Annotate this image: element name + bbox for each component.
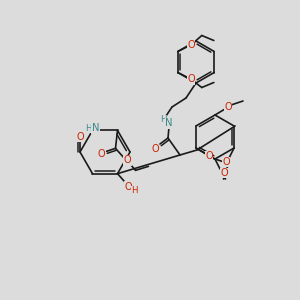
Text: H: H	[160, 116, 166, 124]
Text: N: N	[165, 118, 173, 128]
Text: O: O	[98, 149, 105, 159]
Text: H: H	[131, 186, 138, 195]
Text: O: O	[151, 144, 159, 154]
Text: O: O	[125, 182, 132, 192]
Text: O: O	[220, 168, 228, 178]
Text: O: O	[205, 151, 213, 161]
Text: O: O	[124, 155, 131, 165]
Text: O: O	[76, 132, 84, 142]
Text: O: O	[222, 157, 230, 167]
Text: O: O	[187, 74, 195, 85]
Text: O: O	[224, 102, 232, 112]
Text: O: O	[187, 40, 195, 50]
Text: H: H	[85, 124, 92, 133]
Text: N: N	[92, 123, 99, 133]
